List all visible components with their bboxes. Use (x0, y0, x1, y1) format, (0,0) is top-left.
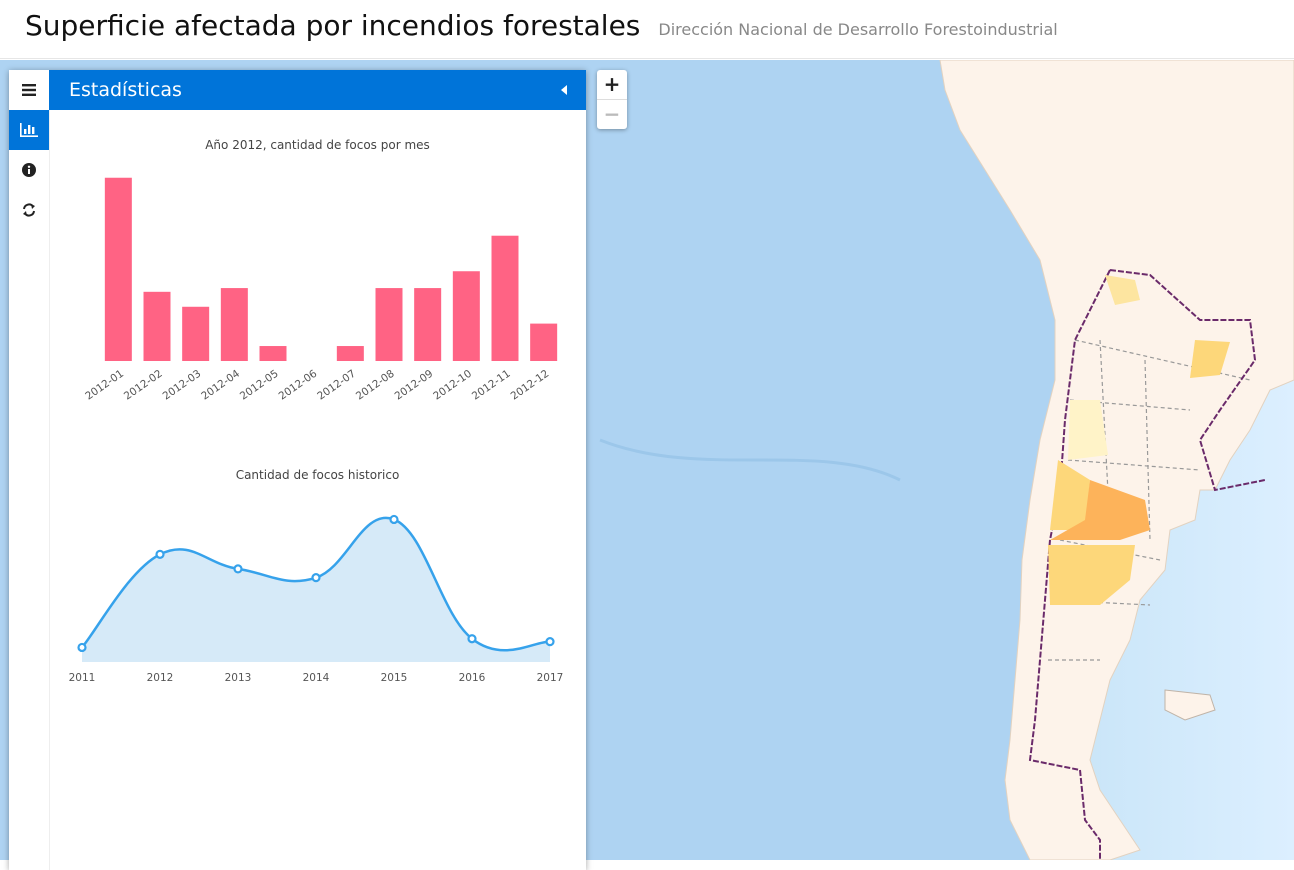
bar-2012-02[interactable] (143, 291, 171, 361)
tab-menu[interactable] (9, 70, 49, 110)
bar-chart-icon (20, 123, 38, 137)
tab-statistics[interactable] (9, 110, 49, 150)
bar-x-tick-label: 2012-08 (354, 368, 397, 403)
bar-2012-07[interactable] (336, 346, 364, 361)
bar-x-tick-label: 2012-11 (470, 368, 513, 403)
menu-icon (22, 84, 36, 96)
province-misiones (1190, 340, 1230, 378)
bar-2012-04[interactable] (220, 288, 248, 361)
line-x-tick-label: 2012 (147, 672, 174, 684)
bar-2012-05[interactable] (259, 346, 287, 361)
province-mendoza (1050, 460, 1090, 530)
zoom-out-button[interactable]: − (603, 102, 621, 126)
bar-x-tick-label: 2012-09 (393, 368, 436, 403)
bar-2012-01[interactable] (104, 177, 132, 361)
page-subtitle: Dirección Nacional de Desarrollo Foresto… (658, 20, 1058, 39)
country-border (1028, 269, 1266, 860)
line-x-tick-label: 2016 (459, 672, 486, 684)
line-point-2014[interactable] (311, 573, 321, 583)
line-point-2012[interactable] (155, 549, 165, 559)
app-header: Superficie afectada por incendios forest… (0, 0, 1294, 59)
monthly-fires-bar-chart: 2012-012012-022012-032012-042012-052012-… (83, 177, 558, 403)
zoom-in-button[interactable]: + (597, 70, 627, 100)
seafloor-ridge (599, 438, 901, 482)
bar-x-tick-label: 2012-05 (238, 368, 281, 403)
zoom-control: + − (597, 70, 627, 129)
bar-x-tick-label: 2012-03 (161, 368, 204, 403)
bar-x-tick-label: 2012-12 (509, 368, 552, 403)
bar-2012-12[interactable] (530, 323, 558, 361)
historic-fires-line-chart: 2011 2012 2013 2014 2015 2016 2017 (69, 514, 564, 684)
line-x-tick-label: 2017 (537, 672, 564, 684)
bar-2012-03[interactable] (182, 306, 210, 361)
line-chart-title: Cantidad de focos historico (235, 468, 400, 482)
line-x-tick-label: 2013 (225, 672, 252, 684)
pane-title: Estadísticas (69, 79, 182, 101)
info-icon (22, 163, 36, 177)
bar-x-tick-label: 2012-04 (199, 367, 242, 402)
line-point-2013[interactable] (233, 564, 243, 574)
caret-left-icon[interactable] (556, 82, 572, 98)
province-la-pampa (1050, 480, 1150, 540)
bar-x-tick-label: 2012-06 (277, 367, 320, 402)
bar-x-tick-label: 2012-01 (83, 368, 126, 403)
line-x-tick-label: 2011 (69, 672, 96, 684)
province-san-luis (1068, 400, 1108, 460)
page-title: Superficie afectada por incendios forest… (25, 9, 641, 42)
bar-chart-title: Año 2012, cantidad de focos por mes (205, 138, 430, 152)
stats-sidebar: Estadísticas Año 2012, cantidad de focos… (9, 70, 586, 870)
bar-2012-10[interactable] (452, 271, 480, 361)
line-point-2016[interactable] (467, 634, 477, 644)
bar-2012-11[interactable] (491, 235, 519, 361)
bar-x-tick-label: 2012-02 (122, 368, 165, 403)
line-point-2015[interactable] (389, 514, 399, 525)
province-rio-negro (1048, 545, 1135, 605)
line-point-2011[interactable] (77, 642, 87, 653)
bar-2012-08[interactable] (375, 288, 403, 361)
bar-2012-09[interactable] (414, 288, 442, 361)
falkland-islands (1164, 689, 1216, 721)
sidebar-tabs (9, 70, 50, 870)
pane-header: Estadísticas (49, 70, 586, 110)
line-area-fill (82, 517, 550, 662)
line-x-tick-label: 2015 (381, 672, 408, 684)
tab-refresh[interactable] (9, 190, 49, 230)
bar-x-tick-label: 2012-07 (315, 368, 358, 403)
line-point-2017[interactable] (545, 637, 555, 647)
province-salta (1105, 275, 1140, 305)
refresh-icon (23, 203, 35, 217)
bar-x-tick-label: 2012-10 (431, 368, 474, 403)
line-x-tick-label: 2014 (303, 672, 330, 684)
tab-info[interactable] (9, 150, 49, 190)
